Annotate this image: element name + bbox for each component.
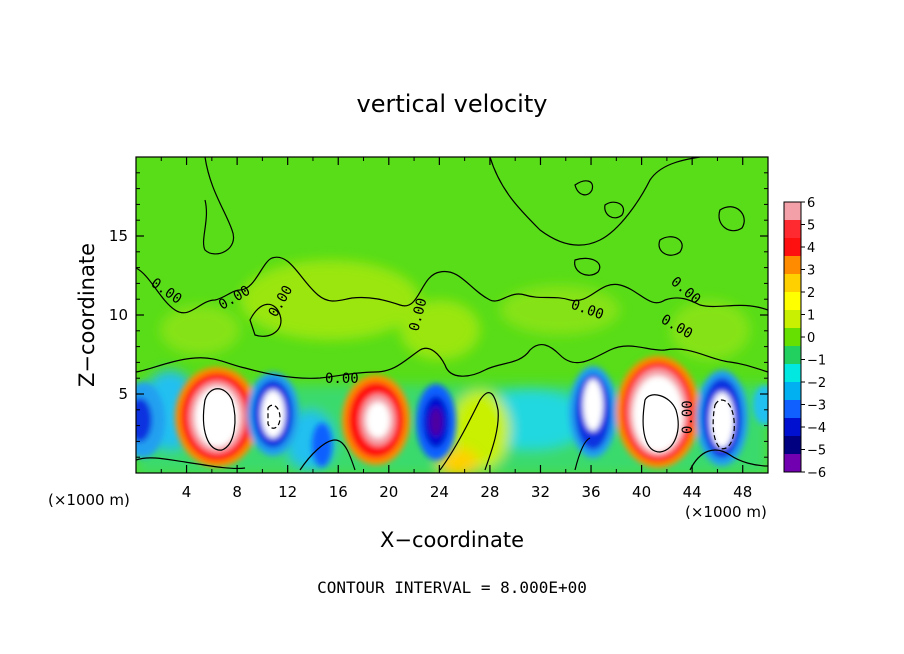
chart-title: vertical velocity (357, 90, 548, 118)
x-unit-label-right: (×1000 m) (685, 503, 767, 521)
zero-contour-top2 (489, 157, 701, 246)
x-tick-label: 24 (430, 483, 449, 501)
colorbar-label: −2 (807, 376, 826, 391)
cells (136, 356, 768, 468)
colorbar-swatch (784, 418, 801, 437)
y-tick-label: 10 (109, 306, 128, 324)
cell-contour-2 (642, 394, 679, 453)
colorbar-swatch (784, 346, 801, 365)
colorbar-swatch (784, 238, 801, 257)
zero-contour-small2 (574, 180, 594, 196)
cell-contour-3 (712, 399, 735, 450)
colorbar-label: −6 (807, 466, 826, 481)
x-tick-label: 48 (733, 483, 752, 501)
zero-contour-upper (136, 256, 768, 314)
zero-contour-small5 (574, 257, 601, 276)
colorbar-swatch (784, 202, 801, 221)
x-tick-label: 40 (632, 483, 651, 501)
plot-area: 0.00 0.00 0.00 0.00 0.00 0.00 0.00 0.00 … (136, 157, 768, 473)
y-axis-label: Z−coordinate (75, 243, 99, 387)
colorbar-label: 0 (807, 331, 815, 346)
colorbar-swatch (784, 436, 801, 455)
y-tick-label: 5 (118, 385, 128, 403)
x-tick-label: 20 (379, 483, 398, 501)
colorbar-label: −4 (807, 421, 826, 436)
zero-contour-small6 (658, 236, 683, 256)
colorbar-swatch (784, 400, 801, 419)
zero-contour-small4 (718, 206, 745, 232)
colorbar-swatch (784, 310, 801, 329)
x-tick-label: 16 (329, 483, 348, 501)
colorbar-swatch (784, 328, 801, 347)
x-tick-label: 4 (182, 483, 192, 501)
x-tick-label: 8 (232, 483, 242, 501)
colorbar-label: −1 (807, 354, 826, 369)
y-axis-ticks: 5 10 15 (109, 172, 768, 458)
x-axis-ticks: 4 8 12 16 20 24 28 32 36 40 44 48 (160, 157, 752, 501)
colorbar-label: 2 (807, 286, 815, 301)
colorbar-swatch (784, 292, 801, 311)
zero-contour-low (136, 392, 768, 471)
colorbar-label: 6 (807, 196, 815, 211)
colorbar-label: −3 (807, 399, 826, 414)
x-tick-label: 32 (531, 483, 550, 501)
contour-lines (136, 157, 768, 471)
contour-interval-note: CONTOUR INTERVAL = 8.000E+00 (317, 578, 587, 597)
x-axis-label: X−coordinate (380, 528, 524, 552)
zero-contour-top (202, 157, 235, 255)
cell-contour-1 (202, 388, 236, 451)
colorbar-label: −5 (807, 444, 826, 459)
colorbar-swatch (784, 364, 801, 383)
colorbar-swatch (784, 274, 801, 293)
zero-contour-mid (136, 343, 768, 379)
colorbar-swatch (784, 220, 801, 239)
colorbar-label: 3 (807, 264, 815, 279)
colorbar-label: 5 (807, 219, 815, 234)
x-tick-label: 28 (480, 483, 499, 501)
contour-label: 0.00 (680, 400, 696, 434)
upper-field-shading (160, 260, 750, 360)
colorbar-swatch (784, 454, 801, 473)
colorbar-label: 1 (807, 309, 815, 324)
zero-contour-small1 (249, 303, 282, 337)
colorbar-swatch (784, 256, 801, 275)
x-tick-label: 36 (581, 483, 600, 501)
colorbar-label: 4 (807, 241, 815, 256)
contour-label: 0.00 (325, 371, 359, 387)
colorbar-swatch (784, 382, 801, 401)
y-tick-label: 15 (109, 227, 128, 245)
zero-contour-small3 (604, 201, 625, 219)
x-unit-label-left: (×1000 m) (48, 491, 130, 509)
x-tick-label: 12 (278, 483, 297, 501)
x-tick-label: 44 (683, 483, 702, 501)
colorbar: 6 5 4 3 2 1 0 −1 −2 −3 −4 −5 −6 (783, 196, 826, 481)
